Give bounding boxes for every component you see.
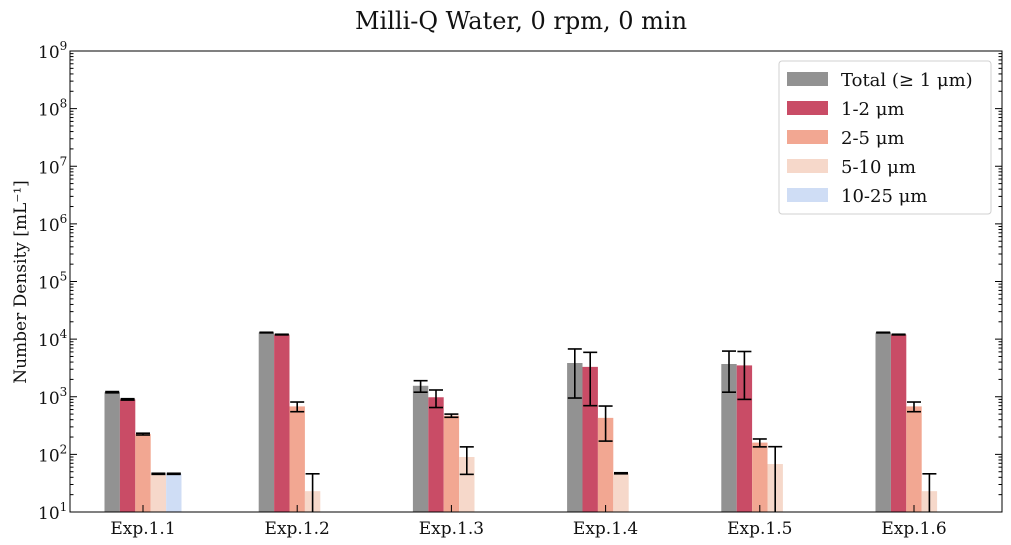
error-bar — [876, 331, 891, 334]
legend-swatch — [787, 101, 828, 115]
error-bar — [752, 438, 767, 448]
error-bar — [768, 445, 783, 512]
error-bar — [413, 379, 428, 393]
x-tick-label: Exp.1.6 — [881, 519, 946, 539]
y-tick-label: 105 — [38, 270, 67, 294]
bar — [119, 399, 136, 512]
bar — [443, 415, 460, 512]
bar — [258, 332, 275, 512]
y-ticks — [70, 50, 1002, 513]
y-tick-label: 107 — [38, 154, 67, 178]
y-tick-label: 108 — [38, 97, 67, 121]
y-tick-label: 106 — [38, 212, 67, 236]
y-tick-label: 102 — [38, 442, 67, 466]
legend: Total (≥ 1 μm) 1-2 μm 2-5 μm 5-10 μm 10-25 μ… — [778, 60, 992, 215]
error-bar — [583, 351, 598, 407]
x-tick-label: Exp.1.2 — [265, 519, 330, 539]
y-tick-label: 103 — [38, 385, 67, 409]
legend-label: 2-5 μm — [841, 128, 904, 149]
bar — [166, 473, 182, 512]
bar — [289, 406, 305, 512]
error-bar — [444, 413, 459, 419]
error-bar — [614, 471, 628, 475]
plot-area: 101 102 103 104 105 106 107 108 109 Exp.1.1 Exp.1.… — [38, 39, 1003, 539]
bar — [150, 473, 167, 512]
legend-label: 5-10 μm — [841, 157, 916, 178]
y-axis-label: Number Density [mL⁻¹] — [11, 180, 31, 384]
bar — [428, 397, 444, 512]
error-bar — [429, 389, 443, 409]
bar — [274, 334, 290, 512]
error-bar — [166, 472, 181, 476]
bar — [906, 406, 922, 512]
bar — [875, 332, 891, 512]
y-tick-label: 101 — [38, 500, 67, 524]
y-tick-label: 109 — [38, 39, 67, 63]
bar — [752, 442, 768, 512]
bar — [613, 473, 629, 512]
legend-swatch — [787, 188, 828, 202]
x-tick-label: Exp.1.1 — [110, 519, 175, 539]
bar — [104, 392, 120, 512]
bar — [459, 457, 475, 512]
error-bar — [907, 401, 921, 413]
legend-swatch — [787, 130, 828, 144]
bar — [736, 365, 753, 512]
error-bar — [120, 397, 135, 401]
error-bar — [105, 390, 120, 394]
y-tick-label: 104 — [38, 327, 68, 351]
error-bar — [151, 472, 166, 476]
error-bar — [567, 348, 582, 399]
error-bar — [305, 473, 320, 512]
error-bar — [459, 446, 474, 476]
error-bar — [891, 333, 906, 336]
error-bar — [274, 333, 289, 336]
error-bar — [290, 401, 305, 413]
error-bar — [136, 432, 150, 436]
legend-frame — [778, 60, 992, 215]
legend-label: Total (≥ 1 μm) — [841, 70, 973, 91]
bar — [412, 385, 429, 512]
error-bar — [598, 405, 613, 442]
chart-title: Milli-Q Water, 0 rpm, 0 min — [355, 7, 687, 35]
error-bar — [922, 473, 937, 512]
error-bar — [722, 350, 736, 393]
bar — [582, 366, 598, 512]
x-tick-label: Exp.1.3 — [419, 519, 484, 539]
error-bar — [259, 331, 274, 334]
bar — [890, 334, 907, 512]
bar — [721, 364, 737, 512]
x-tick-label: Exp.1.5 — [727, 519, 792, 539]
legend-label: 1-2 μm — [841, 99, 904, 120]
error-bar — [737, 350, 752, 401]
legend-label: 10-25 μm — [841, 186, 927, 207]
x-tick-label: Exp.1.4 — [573, 519, 638, 539]
bar — [567, 363, 583, 512]
bar — [135, 434, 151, 512]
legend-swatch — [787, 72, 828, 86]
legend-swatch — [787, 159, 828, 173]
